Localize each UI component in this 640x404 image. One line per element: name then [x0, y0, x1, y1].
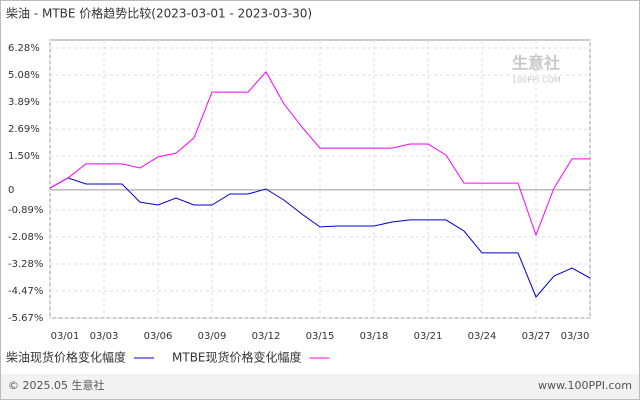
x-tick-label: 03/12	[252, 331, 281, 342]
y-tick-label: -0.89%	[8, 205, 43, 216]
x-tick-label: 03/03	[90, 331, 119, 342]
y-tick-label: 2.69%	[8, 124, 40, 135]
x-tick-label: 03/27	[522, 331, 551, 342]
x-tick-label: 03/18	[360, 331, 389, 342]
y-tick-label: 0	[8, 185, 14, 196]
series-line	[49, 71, 590, 237]
x-tick-label: 03/15	[306, 331, 335, 342]
series-line	[49, 177, 591, 298]
y-tick-label: 5.08%	[8, 70, 40, 81]
x-tick-label: 03/24	[468, 331, 497, 342]
x-tick-label: 03/30	[561, 331, 590, 342]
footer-bar	[1, 374, 639, 399]
y-tick-label: -4.47%	[8, 286, 43, 297]
watermark: 生意社	[512, 54, 560, 73]
y-tick-label: -5.67%	[8, 313, 43, 324]
y-tick-label: -2.08%	[8, 232, 43, 243]
legend-label: 柴油现货价格变化幅度	[6, 350, 126, 365]
legend-label: MTBE现货价格变化幅度	[172, 350, 302, 365]
footer-right: www.100PPI.com	[538, 379, 632, 392]
watermark-sub: 100PPI.COM	[512, 76, 561, 85]
y-tick-label: 6.28%	[8, 43, 40, 54]
y-tick-label: 3.89%	[8, 97, 40, 108]
x-tick-label: 03/06	[144, 331, 173, 342]
footer-left: © 2025.05 生意社	[8, 378, 104, 392]
y-tick-label: 1.50%	[8, 151, 40, 162]
y-tick-label: -3.28%	[8, 259, 43, 270]
x-tick-label: 03/01	[51, 331, 80, 342]
x-tick-label: 03/09	[198, 331, 227, 342]
x-tick-label: 03/21	[414, 331, 443, 342]
chart-title: 柴油 - MTBE 价格趋势比较(2023-03-01 - 2023-03-30…	[6, 6, 312, 21]
